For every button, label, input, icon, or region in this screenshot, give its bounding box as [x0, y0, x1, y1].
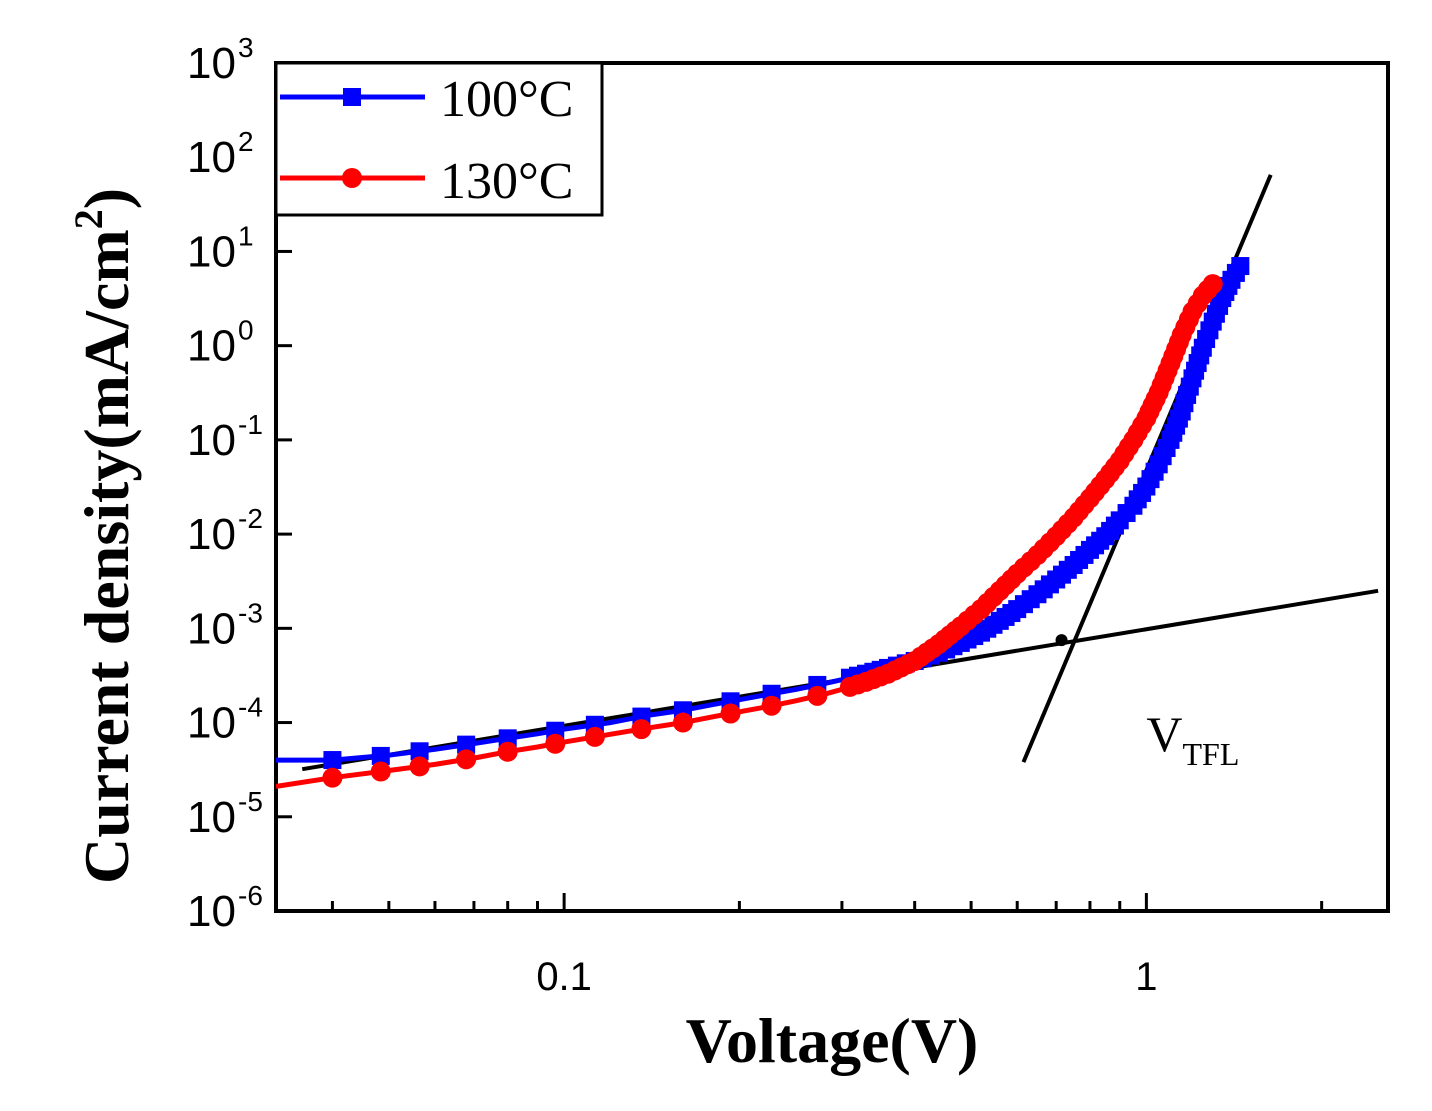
y-tick-exponent: -4 [238, 692, 263, 723]
vtfl-annotation: VTFL [1146, 706, 1239, 772]
y-tick-base: 10 [187, 322, 236, 371]
legend-label-100c: 100°C [440, 71, 573, 128]
data-point-130c [370, 761, 391, 782]
data-point-130c [322, 767, 343, 788]
data-point-100c [410, 742, 429, 761]
intersection-point [1055, 634, 1068, 647]
data-point-130c [497, 741, 518, 762]
data-point-130c [720, 703, 741, 724]
vtfl-main-text: V [1146, 706, 1182, 762]
data-point-130c [409, 756, 430, 777]
y-tick-label: 10 [187, 322, 236, 371]
y-tick-label: 10 [187, 416, 236, 465]
y-axis-title-superscript: 2 [66, 209, 111, 229]
y-tick-label: 10 [187, 133, 236, 182]
legend: 100°C 130°C [274, 61, 604, 217]
y-tick-base: 10 [187, 887, 236, 936]
y-tick-base: 10 [187, 793, 236, 842]
y-tick-label: 10 [187, 887, 236, 936]
y-tick-label: 10 [187, 510, 236, 559]
y-tick-label: 10 [187, 227, 236, 276]
data-point-130c [672, 712, 693, 733]
y-tick-base: 10 [187, 416, 236, 465]
legend-box [274, 61, 604, 217]
y-tick-exponent: -6 [238, 880, 263, 911]
legend-marker-100c [343, 88, 361, 106]
data-point-100c [457, 735, 476, 754]
data-point-130c [584, 726, 605, 747]
y-tick-exponent: -3 [238, 597, 263, 628]
legend-label-130c: 130°C [440, 153, 573, 210]
y-tick-base: 10 [187, 39, 236, 88]
x-tick-labels: 0.1 1 [536, 955, 1157, 999]
y-tick-label: 10 [187, 39, 236, 88]
x-tick-label: 0.1 [536, 955, 592, 999]
data-point-130c [1202, 274, 1223, 295]
y-tick-base: 10 [187, 133, 236, 182]
series-line-0 [276, 264, 1243, 763]
x-axis-title: Voltage(V) [686, 1005, 979, 1076]
y-axis-title-main: Current density(mA/cm [71, 229, 142, 884]
y-tick-exponent: 3 [238, 32, 254, 63]
data-point-130c [545, 733, 566, 754]
y-tick-exponent: -1 [238, 409, 263, 440]
data-point-100c [1231, 257, 1250, 276]
data-point-130c [761, 695, 782, 716]
data-point-130c [456, 749, 477, 770]
y-tick-label: 10 [187, 793, 236, 842]
y-tick-base: 10 [187, 227, 236, 276]
y-tick-base: 10 [187, 510, 236, 559]
vtfl-subscript-text: TFL [1182, 736, 1239, 772]
data-point-100c [323, 751, 342, 770]
legend-marker-130c [342, 168, 362, 188]
series-line-1 [276, 282, 1215, 789]
y-tick-label: 10 [187, 699, 236, 748]
y-tick-exponent: 0 [238, 315, 254, 346]
y-tick-exponent: 1 [238, 220, 254, 251]
data-series [276, 257, 1250, 789]
plot-frame [274, 61, 1390, 913]
data-point-130c [631, 719, 652, 740]
y-tick-label: 10 [187, 604, 236, 653]
data-point-130c [807, 685, 828, 706]
x-tick-label: 1 [1135, 955, 1157, 999]
y-tick-base: 10 [187, 699, 236, 748]
y-tick-exponent: -5 [238, 786, 263, 817]
y-axis-title-suffix: ) [71, 188, 142, 209]
y-tick-exponent: 2 [238, 126, 254, 157]
y-axis-title: Current density(mA/cm2) [66, 188, 142, 884]
y-tick-exponent: -2 [238, 503, 263, 534]
y-tick-base: 10 [187, 604, 236, 653]
data-point-100c [371, 746, 390, 765]
